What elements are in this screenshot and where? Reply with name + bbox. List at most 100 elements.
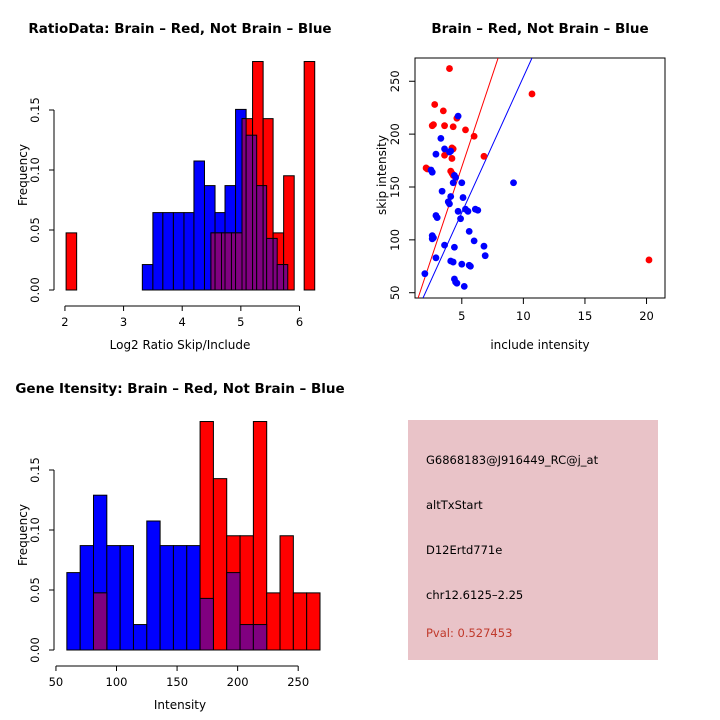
regression-line	[422, 58, 533, 298]
scatter-point	[645, 256, 653, 264]
x-tick-label: 15	[578, 309, 593, 323]
x-tick-label: 250	[287, 675, 309, 689]
y-tick-label: 0.05	[28, 577, 42, 603]
histogram-bar	[132, 624, 148, 651]
ratio-histogram-title: RatioData: Brain – Red, Not Brain – Blue	[28, 21, 332, 37]
histogram-bar	[172, 545, 188, 651]
scatter-plot-area: 50 100 150 200 250 5 10 15 20	[388, 57, 666, 323]
x-tick-label: 50	[49, 675, 64, 689]
scatter-point	[453, 279, 461, 287]
plot-frame	[414, 57, 666, 299]
panel-info: G6868183@J916449_RC@j_at altTxStart D12E…	[360, 360, 720, 720]
y-tick-label: 50	[388, 285, 402, 300]
scatter-point	[460, 282, 468, 290]
y-tick-label: 150	[388, 176, 402, 198]
histogram-bar	[162, 212, 174, 291]
scatter-title: Brain – Red, Not Brain – Blue	[431, 21, 649, 37]
histogram-bar	[65, 232, 78, 291]
scatter-point	[454, 112, 462, 120]
scatter-point	[439, 107, 447, 115]
histogram-bar-overlap	[241, 118, 247, 291]
scatter-point	[428, 235, 436, 243]
scatter-point	[438, 187, 446, 195]
scatter-point	[428, 168, 436, 176]
scatter-point	[452, 174, 460, 181]
scatter-point	[459, 194, 467, 201]
scatter-point	[480, 152, 488, 160]
histogram-bar	[292, 592, 308, 651]
scatter-point	[441, 151, 448, 159]
y-tick-label: 0.15	[28, 457, 42, 483]
x-tick-label: 4	[179, 315, 186, 329]
histogram-bar-overlap	[199, 597, 214, 651]
scatter-point	[449, 179, 457, 187]
scatter-point	[454, 207, 462, 215]
scatter-point	[448, 155, 456, 162]
histogram-bar	[172, 212, 185, 291]
histogram-bar	[106, 545, 121, 651]
scatter-point	[458, 179, 466, 187]
y-tick-label: 0.00	[28, 637, 42, 663]
info-gene-symbol: D12Ertd771e	[426, 543, 503, 557]
scatter-point	[462, 126, 469, 134]
gene-histogram-title: Gene Itensity: Brain – Red, Not Brain – …	[15, 381, 345, 397]
info-pval: Pval: 0.527453	[426, 626, 513, 640]
x-tick-label: 100	[106, 675, 128, 689]
info-probe-id: G6868183@J916449_RC@j_at	[426, 453, 599, 467]
x-tick-label: 6	[296, 315, 303, 329]
histogram-bar-overlap	[272, 237, 278, 291]
ratio-histogram-plot-area: 0.00 0.05 0.10 0.15 2 3 4 5 6	[28, 61, 316, 329]
histogram-bar-overlap	[214, 232, 222, 291]
scatter-xlabel: include intensity	[490, 338, 590, 352]
histogram-bar-overlap	[266, 237, 274, 291]
scatter-point	[470, 237, 478, 245]
scatter-point	[480, 242, 488, 250]
scatter-point	[458, 260, 466, 268]
histogram-bar	[146, 520, 161, 651]
scatter-point	[432, 150, 440, 158]
annotation-box: G6868183@J916449_RC@j_at altTxStart D12E…	[408, 420, 658, 660]
y-tick-label: 0.05	[28, 217, 42, 243]
y-tick-label: 100	[388, 229, 402, 251]
x-tick-label: 3	[120, 315, 127, 329]
histogram-bar	[186, 545, 201, 651]
histogram-bar	[279, 535, 294, 651]
y-tick-label: 200	[388, 123, 402, 145]
scatter-point	[437, 134, 445, 142]
x-tick-label: 10	[516, 309, 531, 323]
y-tick-label: 0.10	[28, 517, 42, 543]
scatter-point	[441, 145, 448, 153]
x-tick-label: 5	[458, 309, 465, 323]
scatter-point	[474, 206, 482, 214]
info-event-type: altTxStart	[426, 498, 483, 512]
y-tick-label: 0.00	[28, 277, 42, 303]
histogram-bar-overlap	[252, 624, 268, 651]
scatter-point	[465, 227, 473, 235]
scatter-point	[421, 270, 429, 278]
scatter-point	[446, 200, 453, 208]
panel-scatter: Brain – Red, Not Brain – Blue skip inten…	[360, 0, 720, 360]
histogram-bar-overlap	[276, 264, 285, 291]
scatter-point	[481, 252, 489, 260]
x-tick-label: 200	[227, 675, 249, 689]
histogram-bar	[193, 160, 205, 291]
histogram-bar-overlap	[245, 134, 254, 291]
scatter-point	[510, 179, 517, 187]
histogram-bar	[141, 264, 154, 291]
scatter-point	[451, 243, 458, 251]
x-tick-label: 2	[61, 315, 68, 329]
histogram-bar	[252, 421, 268, 651]
scatter-point	[464, 207, 472, 215]
histogram-bar	[283, 175, 295, 291]
y-tick-label: 250	[388, 70, 402, 92]
histogram-bar-overlap	[239, 624, 254, 651]
histogram-bar	[119, 545, 134, 651]
histogram-bar-overlap	[262, 185, 268, 291]
histogram-bar	[306, 592, 321, 651]
scatter-point	[430, 121, 437, 129]
scatter-point	[470, 132, 478, 140]
scatter-point	[528, 90, 536, 98]
scatter-point	[431, 101, 439, 108]
scatter-point	[457, 215, 464, 223]
